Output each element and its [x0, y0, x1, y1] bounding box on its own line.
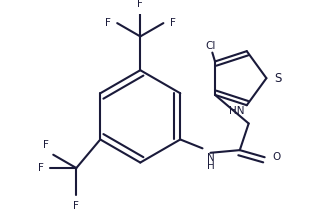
Text: F: F [170, 18, 176, 28]
Text: F: F [137, 0, 143, 9]
Text: F: F [73, 201, 79, 211]
Text: F: F [105, 18, 111, 28]
Text: HN: HN [229, 106, 244, 116]
Text: S: S [275, 72, 282, 85]
Text: Cl: Cl [205, 41, 216, 51]
Text: H: H [207, 161, 215, 171]
Text: N: N [207, 153, 215, 163]
Text: F: F [38, 163, 43, 173]
Text: F: F [43, 140, 49, 150]
Text: O: O [273, 152, 281, 162]
